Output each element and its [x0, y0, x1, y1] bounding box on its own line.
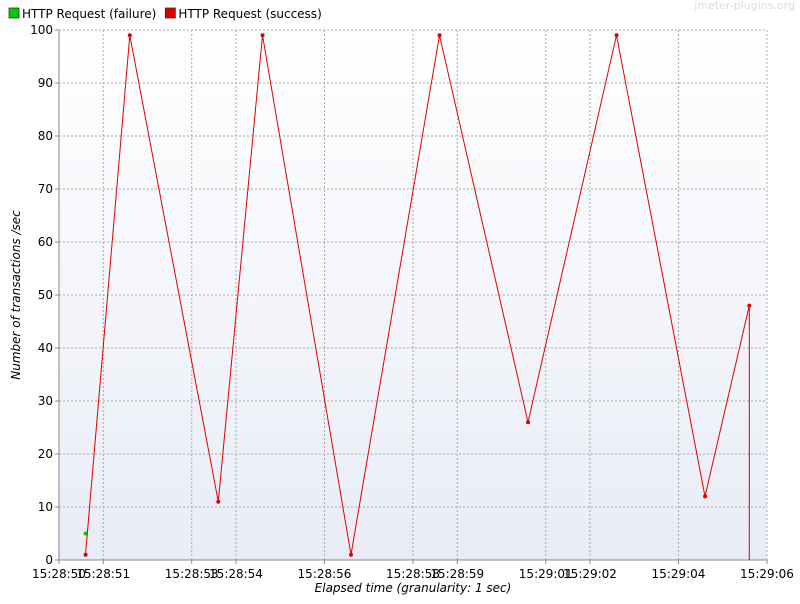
data-point — [614, 33, 619, 38]
y-tick-label: 60 — [38, 235, 53, 249]
data-point — [127, 33, 132, 38]
legend-label-http-request-success: HTTP Request (success) — [178, 7, 321, 21]
grid — [58, 29, 768, 561]
x-tick-label: 15:28:56 — [298, 567, 352, 581]
y-tick-label: 50 — [38, 288, 53, 302]
x-tick-label: 15:29:04 — [652, 567, 706, 581]
y-tick-label: 40 — [38, 341, 53, 355]
data-point — [526, 420, 531, 425]
data-point — [260, 33, 265, 38]
y-tick-label: 0 — [45, 553, 53, 567]
x-tick-label: 15:28:59 — [430, 567, 484, 581]
y-tick-label: 20 — [38, 447, 53, 461]
x-tick-label: 15:29:06 — [740, 567, 794, 581]
x-tick-label: 15:29:01 — [519, 567, 573, 581]
legend: HTTP Request (failure) HTTP Request (succ… — [8, 7, 322, 21]
x-tick-label: 15:28:58 — [386, 567, 440, 581]
data-point — [83, 531, 88, 536]
series-http-request-success — [83, 33, 752, 560]
y-tick-label: 80 — [38, 129, 53, 143]
data-point — [349, 552, 354, 557]
x-tick-label: 15:29:02 — [563, 567, 617, 581]
y-tick-label: 90 — [38, 76, 53, 90]
x-tick-label: 15:28:50 — [32, 567, 86, 581]
x-tick-label: 15:28:54 — [209, 567, 263, 581]
x-axis-label: Elapsed time (granularity: 1 sec) — [315, 581, 512, 595]
x-tick-label: 15:28:51 — [76, 567, 130, 581]
legend-swatch-http-request-success — [164, 7, 176, 19]
data-point — [437, 33, 442, 38]
y-tick-label: 10 — [38, 500, 53, 514]
y-tick-label: 70 — [38, 182, 53, 196]
y-axis-label: Number of transactions /sec — [9, 210, 23, 380]
data-point — [83, 552, 88, 557]
y-tick-label: 30 — [38, 394, 53, 408]
y-tick-label: 100 — [30, 23, 53, 37]
watermark: jmeter-plugins.org — [693, 0, 795, 12]
data-point — [703, 494, 708, 499]
data-point — [216, 499, 221, 504]
legend-swatch-http-request-failure — [8, 7, 20, 19]
legend-label-http-request-failure: HTTP Request (failure) — [22, 7, 156, 21]
data-point — [747, 303, 752, 308]
series-http-request-failure — [83, 531, 88, 536]
series-layer — [83, 33, 752, 560]
x-tick-label: 15:28:53 — [165, 567, 219, 581]
